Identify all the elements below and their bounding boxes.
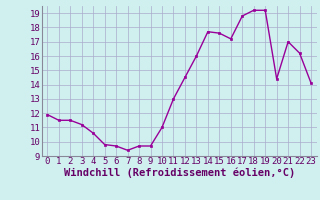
X-axis label: Windchill (Refroidissement éolien,°C): Windchill (Refroidissement éolien,°C) bbox=[64, 168, 295, 178]
